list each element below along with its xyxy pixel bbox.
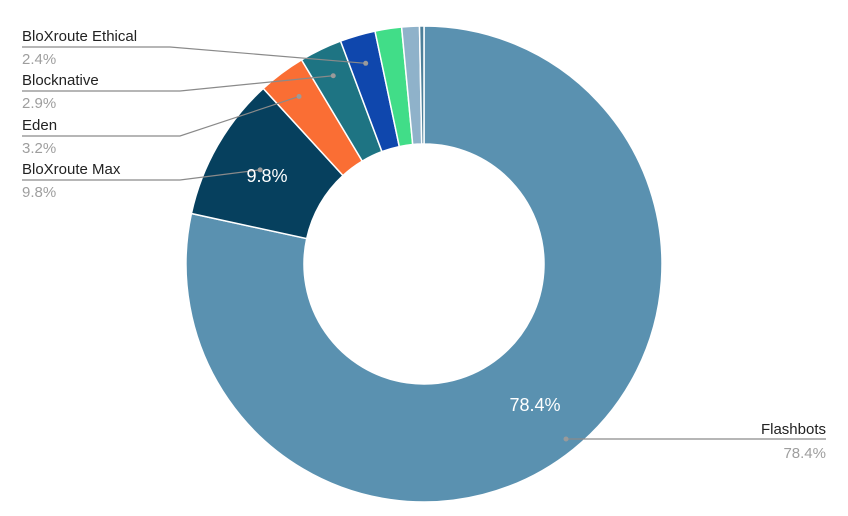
callout-name: Eden (22, 117, 57, 134)
callout-pct: 2.9% (22, 95, 56, 112)
leader-line (22, 46, 366, 64)
slice-label-flashbots: 78.4% (509, 395, 560, 415)
donut-slices (185, 25, 663, 503)
callout-flashbots: Flashbots 78.4% (761, 421, 826, 462)
leader-dot (330, 73, 336, 79)
callout-bloxroute-max: BloXroute Max 9.8% (22, 161, 121, 201)
leader-dot (257, 167, 263, 173)
leader-line (22, 95, 300, 137)
callout-name: Flashbots (761, 421, 826, 438)
leader-dot (363, 60, 369, 66)
callout-pct: 2.4% (22, 51, 56, 68)
callout-pct: 9.8% (22, 184, 56, 201)
callout-pct: 3.2% (22, 140, 56, 157)
slice-other-7 (418, 25, 425, 145)
callout-name: Blocknative (22, 72, 99, 89)
callout-name: BloXroute Ethical (22, 28, 137, 45)
callout-pct: 78.4% (783, 445, 826, 462)
leader-line (22, 75, 334, 92)
callout-blocknative: Blocknative 2.9% (22, 72, 99, 112)
slice-flashbots (185, 25, 663, 503)
callout-leaders (22, 46, 826, 442)
leader-dot (296, 93, 302, 99)
callout-eden: Eden 3.2% (22, 117, 57, 157)
callout-bloxroute-ethical: BloXroute Ethical 2.4% (22, 28, 137, 68)
leader-line (22, 169, 261, 181)
callout-name: BloXroute Max (22, 161, 121, 178)
slice-label-bloxroute-max: 9.8% (246, 166, 287, 186)
leader-dot (563, 436, 569, 442)
